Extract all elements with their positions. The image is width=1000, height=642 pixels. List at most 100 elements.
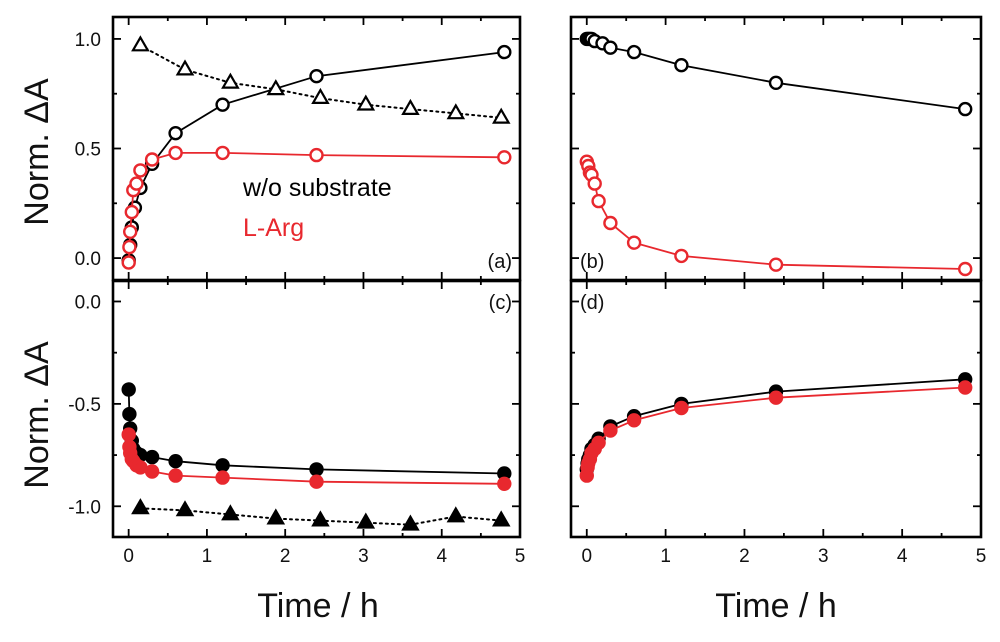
circle-marker [121,427,136,442]
x-axis-label-left: Time / h [257,587,379,625]
circle-marker [215,470,230,485]
circle-marker [674,248,689,264]
triangle-marker [266,79,286,96]
circle-marker [591,193,606,209]
circle-marker [121,255,136,270]
panel-label: (d) [580,292,604,314]
circle-marker [958,101,973,117]
x-tick-label: 2 [739,546,750,567]
circle-marker [133,460,148,475]
circle-marker [674,57,689,73]
circle-marker [591,435,606,450]
legend-entry-wo-substrate: w/o substrate [242,174,392,202]
x-tick-label: 0 [123,546,134,567]
triangle-marker [311,510,330,527]
circle-marker [124,204,140,220]
circle-marker [309,147,324,163]
x-tick-label: 4 [436,546,447,567]
circle-marker [144,449,160,465]
circle-marker [215,458,230,473]
triangle-marker [492,510,511,527]
x-tick-label: 4 [897,546,908,567]
circle-marker [626,413,642,428]
x-tick-label: 0 [581,546,592,567]
circle-marker [144,464,160,479]
panel-b: (b) [569,15,983,282]
circle-marker [497,150,512,165]
circle-marker [122,406,137,422]
circle-marker [674,400,689,416]
series-line-0 [586,38,966,110]
circle-marker [626,44,642,60]
circle-marker [309,462,324,477]
y-tick-label: 0.0 [75,249,101,270]
circle-marker [958,380,973,395]
triangle-marker [446,506,466,523]
panel-label: (a) [488,251,512,273]
circle-marker [497,44,512,60]
triangle-marker [221,504,240,521]
x-tick-label: 1 [660,546,671,567]
circle-marker [309,68,324,84]
triangle-marker [131,498,150,515]
circle-marker [215,145,230,161]
legend-entry-l-arg: L-Arg [243,214,304,242]
circle-marker [626,235,642,250]
series-line-0 [127,389,505,475]
x-tick-label: 3 [358,546,369,567]
y-tick-label: 1.0 [75,30,101,51]
y-tick-label: 0.5 [75,140,101,161]
triangle-marker [131,35,150,52]
circle-marker [168,468,183,483]
series-line-1 [127,151,505,263]
x-tick-label: 2 [280,546,291,567]
circle-marker [768,390,784,405]
triangle-marker [175,59,195,76]
triangle-marker [175,500,195,517]
circle-marker [168,454,183,469]
circle-marker [215,97,230,112]
triangle-marker [311,87,330,105]
x-axis-label-right: Time / h [715,587,837,625]
triangle-marker [401,98,420,116]
triangle-marker [356,94,376,111]
triangle-marker [356,512,376,529]
circle-marker [122,224,138,240]
circle-marker [603,423,618,438]
panel-label: (c) [489,292,512,314]
circle-marker [122,239,137,255]
circle-marker [497,476,512,491]
x-tick-label: 1 [202,546,213,567]
circle-marker [603,40,618,55]
circle-marker [168,125,183,141]
x-tick-label: 5 [515,546,526,567]
x-tick-label: 3 [818,546,829,567]
y-axis-label-bottom: Norm. ΔA [18,341,56,489]
y-axis-label-top: Norm. ΔA [18,78,56,226]
panel-c: 0 1 2 3 4 5 -1.0 -0.5 0.0 (c) [68,279,526,567]
circle-marker [168,145,183,161]
plot-frame [569,279,983,539]
circle-marker [309,474,324,489]
y-tick-label: -1.0 [68,497,101,518]
panel-label: (b) [580,251,604,273]
circle-marker [129,176,144,191]
y-tick-label: 0.0 [75,292,101,313]
circle-marker [768,75,784,91]
circle-marker [587,176,602,191]
circle-marker [121,382,136,397]
triangle-marker [266,508,286,525]
x-tick-label: 5 [976,546,987,567]
series-line-2 [139,44,503,119]
triangle-marker [221,72,240,89]
series-line-1 [585,161,966,270]
y-tick-label: -0.5 [68,395,101,416]
panel-d: 0 1 2 3 4 5 (d) [569,279,987,567]
circle-marker [144,152,160,167]
panel-a: 0.0 0.5 1.0 (a) [75,15,522,282]
circle-marker [768,257,784,272]
circle-marker [133,163,148,178]
triangle-marker [492,107,511,124]
